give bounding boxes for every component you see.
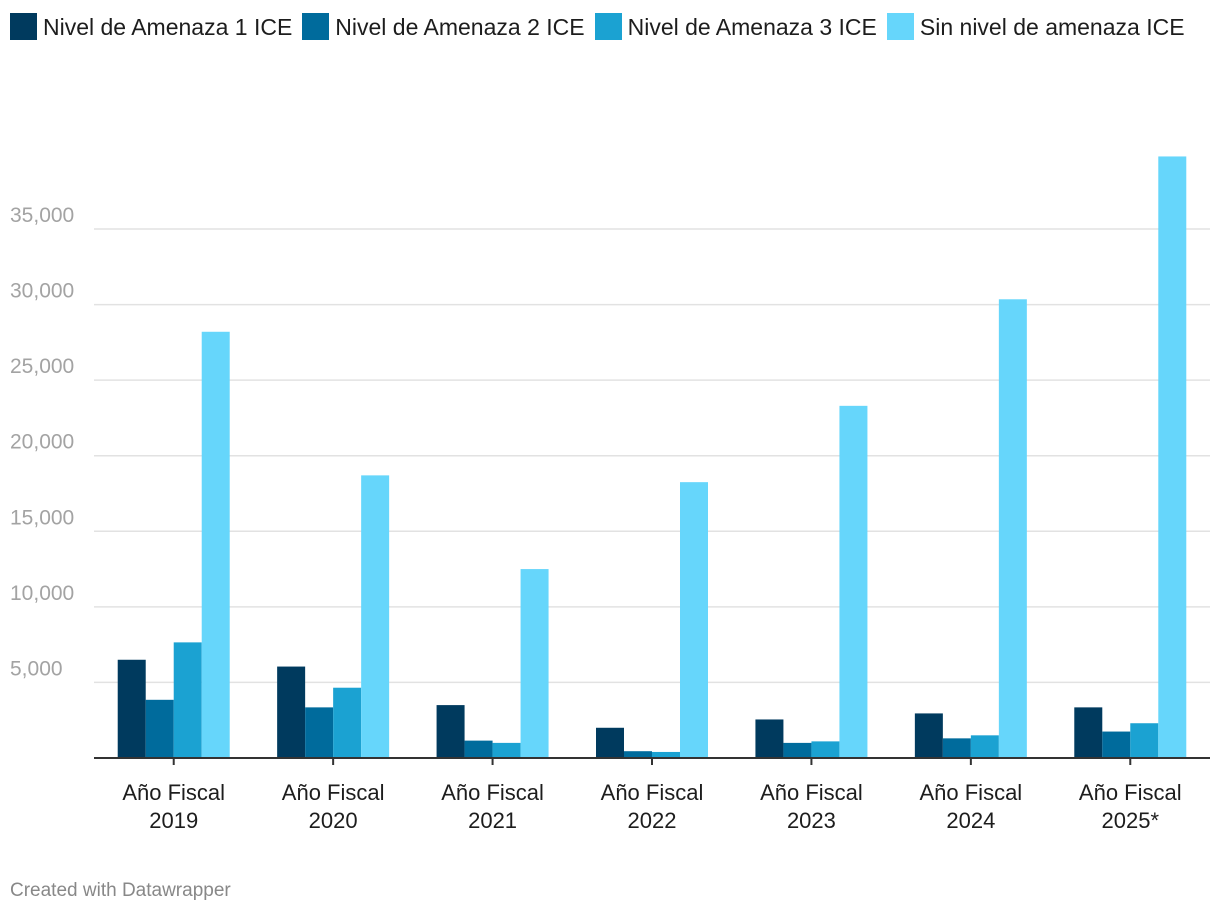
bar (1158, 156, 1187, 759)
bar (998, 299, 1027, 758)
y-tick-label: 30,000 (10, 280, 74, 303)
bar (1130, 723, 1159, 758)
bar (173, 642, 202, 758)
x-tick-label: 2021 (468, 808, 517, 833)
x-tick-label: 2023 (787, 808, 836, 833)
x-tick-label: Año Fiscal (122, 780, 225, 805)
bar (361, 475, 390, 758)
x-tick-label: Año Fiscal (919, 780, 1022, 805)
legend-item: Sin nivel de amenaza ICE (886, 10, 1185, 44)
legend-swatch (886, 13, 914, 40)
legend-label: Nivel de Amenaza 2 ICE (335, 14, 585, 40)
bar (839, 405, 868, 758)
x-tick-label: 2019 (149, 808, 198, 833)
y-tick-label: 15,000 (10, 506, 74, 529)
x-tick-label: 2024 (946, 808, 995, 833)
x-tick-label: Año Fiscal (282, 780, 385, 805)
bar (942, 738, 971, 758)
legend-swatch (302, 13, 330, 40)
legend-label: Nivel de Amenaza 3 ICE (627, 14, 877, 40)
bar (755, 719, 784, 758)
x-tick-label: 2022 (628, 808, 677, 833)
bar (305, 707, 334, 758)
bar (1102, 731, 1131, 758)
bar (492, 742, 521, 758)
bar (277, 666, 306, 758)
legend-swatch (10, 13, 37, 40)
legend-item: Nivel de Amenaza 2 ICE (302, 10, 585, 44)
legend-label: Sin nivel de amenaza ICE (919, 14, 1185, 40)
bar (970, 735, 999, 758)
legend-item: Nivel de Amenaza 3 ICE (594, 10, 877, 44)
bar (520, 569, 549, 758)
y-tick-label: 20,000 (10, 431, 74, 454)
bar (914, 713, 943, 758)
x-tick-label: Año Fiscal (601, 780, 704, 805)
bar (596, 727, 624, 758)
y-tick-label: 25,000 (10, 355, 74, 378)
datawrapper-credit: Created with Datawrapper (10, 880, 231, 901)
x-tick-label: Año Fiscal (760, 780, 863, 805)
y-tick-label: 5,000 (10, 657, 63, 680)
bar (1074, 707, 1103, 758)
bar (436, 705, 465, 758)
legend-item: Nivel de Amenaza 1 ICE (10, 10, 292, 44)
bar (652, 751, 680, 758)
bar (783, 742, 812, 758)
x-tick-label: 2025* (1102, 808, 1160, 833)
bar (333, 687, 362, 758)
bar (145, 699, 174, 758)
x-tick-label: 2020 (309, 808, 358, 833)
y-tick-label: 35,000 (10, 204, 74, 227)
chart-legend: Nivel de Amenaza 1 ICE Nivel de Amenaza 2… (10, 10, 1210, 44)
legend-swatch (594, 13, 622, 40)
bar (811, 741, 840, 758)
bar (201, 331, 230, 758)
bar (624, 751, 652, 758)
y-tick-label: 10,000 (10, 582, 74, 605)
x-tick-label: Año Fiscal (1079, 780, 1182, 805)
legend-label: Nivel de Amenaza 1 ICE (43, 14, 293, 40)
bar (117, 659, 146, 758)
bar (464, 740, 493, 758)
bar (680, 482, 708, 758)
x-tick-label: Año Fiscal (441, 780, 544, 805)
